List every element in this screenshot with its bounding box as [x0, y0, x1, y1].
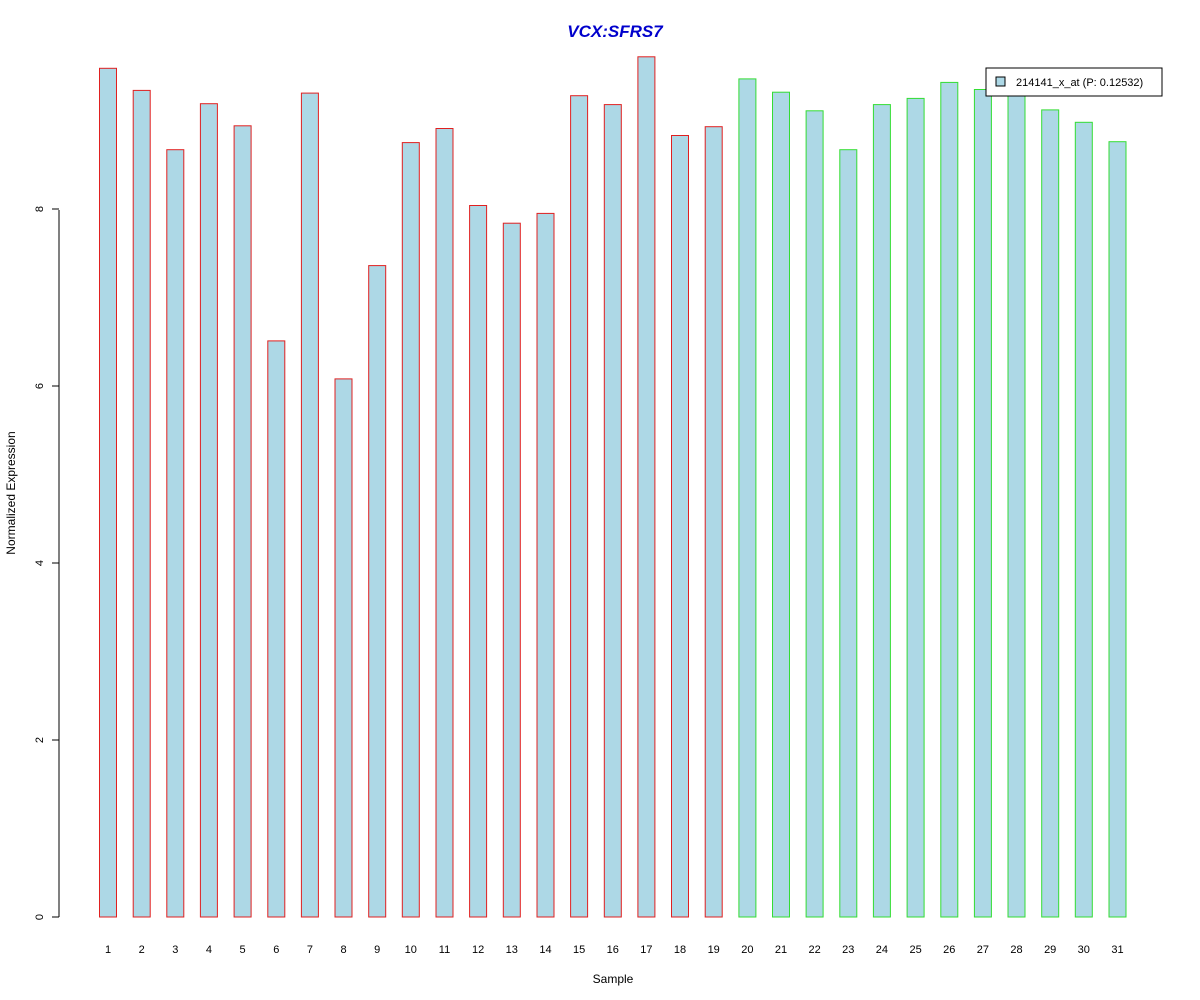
x-axis-title: Sample — [593, 972, 634, 986]
bar-sample-1 — [99, 67, 117, 918]
x-tick-label: 19 — [708, 944, 720, 956]
x-tick-label: 27 — [977, 944, 989, 956]
bar-sample-12 — [469, 205, 488, 918]
x-tick-label: 15 — [573, 944, 585, 956]
bar-sample-25 — [906, 97, 925, 918]
x-tick-label: 28 — [1010, 944, 1022, 956]
bar-sample-4 — [199, 103, 218, 918]
x-tick-label: 29 — [1044, 944, 1056, 956]
x-tick-label: 4 — [206, 944, 212, 956]
bar-sample-26 — [940, 81, 959, 918]
legend-label: 214141_x_at (P: 0.12532) — [1016, 77, 1143, 89]
bar-sample-3 — [166, 149, 185, 918]
x-tick-label: 7 — [307, 944, 313, 956]
x-tick-label: 13 — [506, 944, 518, 956]
x-tick-label: 1 — [105, 944, 111, 956]
y-axis-title: Normalized Expression — [4, 431, 18, 554]
x-tick-label: 16 — [607, 944, 619, 956]
y-tick-label: 0 — [34, 914, 46, 920]
x-tick-label: 2 — [139, 944, 145, 956]
x-tick-label: 22 — [808, 944, 820, 956]
bar-sample-31 — [1108, 141, 1127, 918]
x-tick-label: 14 — [539, 944, 551, 956]
x-tick-label: 18 — [674, 944, 686, 956]
x-tick-label: 26 — [943, 944, 955, 956]
legend-box — [985, 67, 1163, 97]
y-tick-label: 8 — [34, 206, 46, 212]
bar-sample-18 — [671, 135, 689, 918]
bar-sample-24 — [872, 104, 891, 918]
bars-group — [99, 56, 1127, 918]
y-tick-label: 2 — [34, 737, 46, 743]
legend: 214141_x_at (P: 0.12532) — [985, 67, 1163, 97]
bar-sample-8 — [334, 378, 353, 918]
y-axis: 0 2 4 6 8 — [34, 206, 60, 920]
x-tick-label: 5 — [240, 944, 246, 956]
x-tick-label: 20 — [741, 944, 753, 956]
x-tick-label: 9 — [374, 944, 380, 956]
bar-sample-2 — [132, 89, 151, 918]
x-tick-label: 23 — [842, 944, 854, 956]
x-tick-label: 10 — [405, 944, 417, 956]
legend-swatch — [995, 76, 1006, 87]
bar-sample-13 — [502, 222, 521, 918]
bar-sample-19 — [704, 126, 723, 918]
x-tick-label: 12 — [472, 944, 484, 956]
bar-sample-27 — [973, 89, 992, 918]
bar-sample-6 — [267, 340, 286, 918]
bar-sample-29 — [1041, 109, 1060, 918]
bar-sample-5 — [233, 125, 252, 918]
x-tick-label: 30 — [1078, 944, 1090, 956]
bar-sample-22 — [805, 110, 824, 918]
bar-sample-14 — [536, 212, 555, 918]
bar-sample-23 — [839, 149, 858, 918]
x-tick-label: 11 — [439, 944, 450, 956]
bar-sample-10 — [401, 142, 420, 918]
bar-sample-30 — [1074, 121, 1093, 918]
bar-sample-21 — [772, 91, 790, 918]
bar-sample-15 — [570, 95, 589, 918]
x-tick-label: 24 — [876, 944, 888, 956]
x-tick-label: 21 — [775, 944, 787, 956]
bar-sample-20 — [738, 78, 757, 918]
bar-sample-9 — [368, 265, 387, 918]
y-tick-label: 6 — [34, 383, 46, 389]
bar-sample-7 — [300, 92, 319, 918]
bar-sample-16 — [603, 104, 622, 918]
bar-sample-11 — [435, 128, 454, 918]
chart-title: VCX:SFRS7 — [567, 22, 664, 41]
bar-sample-17 — [637, 56, 656, 918]
x-tick-label: 17 — [640, 944, 652, 956]
x-tick-label: 8 — [340, 944, 346, 956]
x-tick-label: 3 — [172, 944, 178, 956]
x-tick-labels: 1 2 3 4 5 6 7 8 9 10 11 12 13 14 15 16 17 18 19 20 21 22 23 24 2… — [105, 944, 1124, 956]
x-tick-label: 6 — [273, 944, 279, 956]
x-tick-label: 31 — [1111, 944, 1123, 956]
bar-sample-28 — [1007, 90, 1026, 918]
x-tick-label: 25 — [909, 944, 921, 956]
y-tick-label: 4 — [34, 560, 46, 566]
